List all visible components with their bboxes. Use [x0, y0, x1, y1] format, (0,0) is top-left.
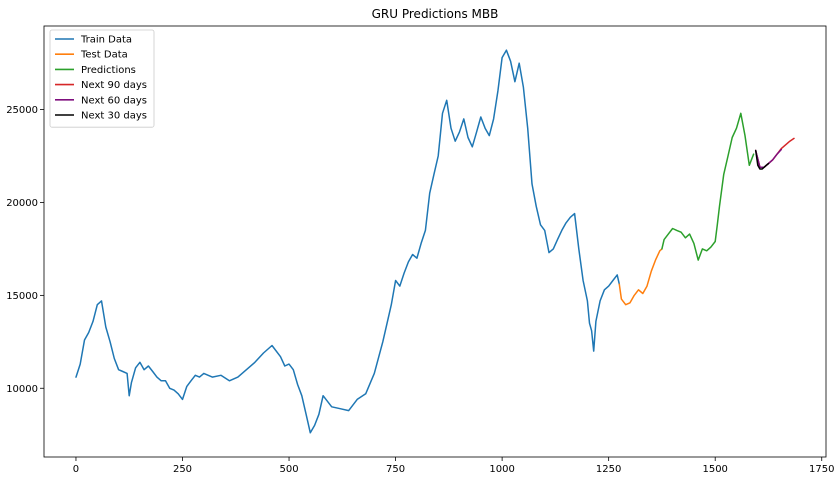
x-tick-label: 750	[386, 464, 405, 475]
legend-label: Predictions	[81, 65, 136, 76]
series-layer	[75, 49, 795, 434]
x-tick-label: 0	[73, 464, 79, 475]
legend-box	[49, 29, 155, 128]
series-line-test-data	[618, 248, 663, 306]
legend-label: Next 60 days	[81, 95, 147, 106]
legend-label: Train Data	[80, 35, 132, 46]
legend-label: Next 30 days	[81, 111, 147, 122]
legend: Train Data Test Data Predictions Next 90 da…	[49, 29, 155, 128]
x-tick-label: 1250	[596, 464, 621, 475]
series-line-predictions	[661, 112, 755, 261]
plot-frame	[43, 25, 827, 458]
x-tick-label: 1000	[489, 464, 514, 475]
x-tick-label: 500	[279, 464, 298, 475]
y-tick-label: 10000	[6, 384, 38, 395]
series-line-next-30-days	[754, 149, 770, 170]
y-axis: 10000 15000 20000 25000	[6, 105, 44, 395]
series-line-train-data	[75, 49, 621, 434]
legend-label: Next 90 days	[81, 80, 147, 91]
y-tick-label: 20000	[6, 198, 38, 209]
y-tick-label: 15000	[6, 291, 38, 302]
x-tick-label: 250	[173, 464, 192, 475]
x-axis: 0 250 500 750 1000 1250 1500 1750	[73, 457, 834, 475]
x-tick-label: 1500	[702, 464, 727, 475]
chart-title: GRU Predictions MBB	[372, 7, 499, 21]
legend-label: Test Data	[80, 50, 128, 61]
x-tick-label: 1750	[809, 464, 834, 475]
y-tick-label: 25000	[6, 105, 38, 116]
